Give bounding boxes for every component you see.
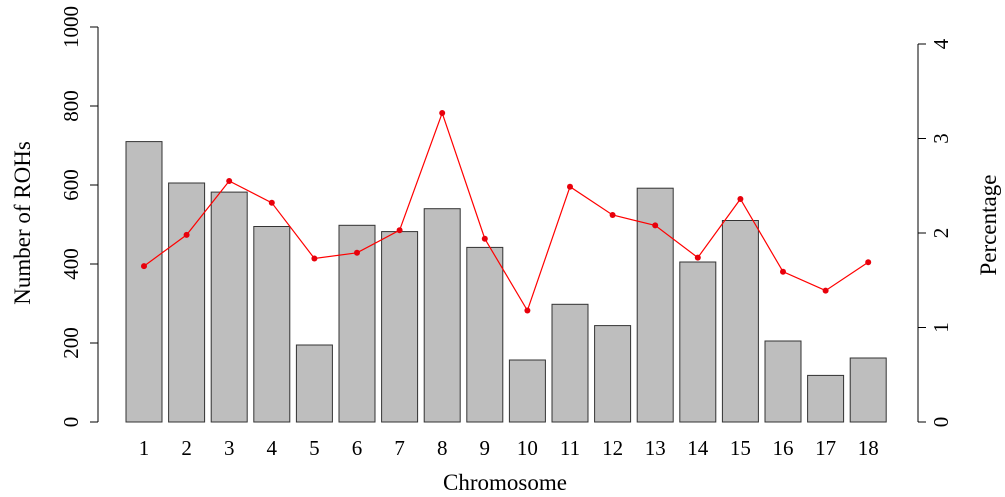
x-tick-label-8: 8 [437,436,448,460]
bar-chr-15 [721,220,759,423]
bar-chr-3 [210,191,248,423]
x-tick-label-18: 18 [858,436,879,460]
left-tick-label: 600 [59,169,83,201]
bar-chr-10 [508,359,546,423]
right-axis: 0 1 2 3 4 [917,38,953,428]
bar-chr-12 [594,325,632,423]
x-axis-title: Chromosome [443,470,567,495]
x-tick-label-5: 5 [309,436,320,460]
percentage-point-chr-17 [822,287,829,294]
right-tick-label: 2 [929,228,953,239]
right-axis-title: Percentage [976,175,1001,276]
x-tick-label-14: 14 [687,436,709,460]
x-tick-label-7: 7 [394,436,405,460]
percentage-point-chr-15 [737,196,744,202]
x-tick-label-16: 16 [773,436,794,460]
right-tick-label: 4 [929,38,953,49]
bar-chr-14 [679,261,717,423]
bar-chr-9 [466,246,504,423]
percentage-point-chr-4 [268,199,275,206]
bar-chr-2 [168,182,206,423]
percentage-point-chr-1 [141,263,147,270]
x-tick-label-12: 12 [602,436,623,460]
percentage-line [143,111,869,312]
x-tick-label-17: 17 [815,436,836,460]
percentage-point-chr-6 [354,249,360,256]
percentage-point-chr-11 [567,183,573,190]
percentage-point-chr-18 [865,259,872,266]
percentage-point-chr-16 [780,268,786,275]
bar-chr-6 [338,224,376,423]
bar-chr-11 [551,303,589,423]
left-tick-label: 200 [59,327,83,359]
x-tick-label-3: 3 [224,436,235,460]
x-tick-label-10: 10 [517,436,538,460]
left-tick-label: 1000 [59,6,83,48]
right-tick-label: 0 [929,417,953,428]
percentage-point-chr-10 [524,307,531,314]
percentage-point-chr-2 [183,231,190,238]
x-tick-label-15: 15 [730,436,751,460]
x-tick-label-9: 9 [480,436,491,460]
bar-chr-8 [423,208,461,423]
percentage-point-chr-7 [396,227,403,234]
left-tick-label: 0 [59,417,83,428]
bar-chr-17 [807,374,845,423]
bar-chr-4 [253,226,291,423]
bar-chr-5 [295,344,333,423]
x-tick-label-13: 13 [645,436,666,460]
percentage-point-chr-8 [439,110,446,116]
percentage-point-chr-5 [311,255,318,262]
percentage-line-layer [141,110,872,314]
x-tick-label-4: 4 [267,436,278,460]
x-tick-label-6: 6 [352,436,363,460]
x-tick-label-11: 11 [560,436,580,460]
left-axis-title: Number of ROHs [10,141,35,305]
percentage-point-chr-13 [652,222,659,229]
right-tick-label: 3 [929,133,953,144]
left-tick-label: 800 [59,90,83,122]
percentage-point-chr-12 [609,212,616,218]
left-axis: 0 200 400 600 800 1000 [59,6,99,428]
x-axis: 1 2 3 4 5 6 7 8 9 10 11 12 13 14 15 16 17 18 [139,436,879,460]
bar-chr-1 [125,141,163,423]
percentage-point-chr-9 [481,235,488,242]
x-tick-label-2: 2 [181,436,192,460]
left-tick-label: 400 [59,248,83,280]
bar-chr-18 [849,357,887,423]
bar-chr-16 [764,340,802,423]
x-tick-label-1: 1 [139,436,150,460]
right-tick-label: 1 [929,322,953,333]
percentage-point-chr-3 [226,178,233,184]
bar-chr-7 [381,231,419,423]
percentage-point-chr-14 [694,254,701,261]
bars-layer [125,141,887,423]
